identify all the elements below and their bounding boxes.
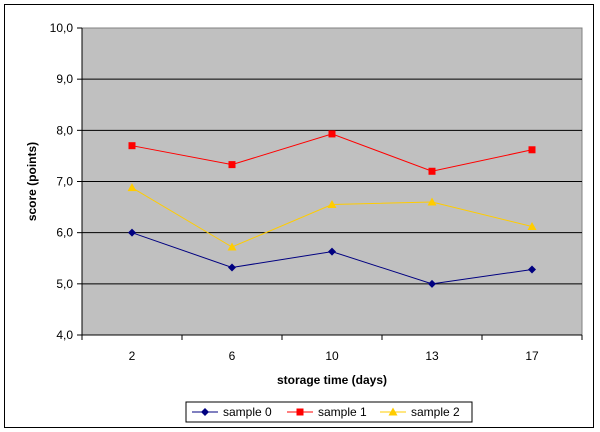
series-sample-0 bbox=[128, 228, 536, 288]
legend: sample 0 sample 1 sample 2 bbox=[185, 401, 473, 423]
gridlines bbox=[82, 78, 582, 285]
legend-item: sample 0 bbox=[192, 405, 272, 419]
data-point bbox=[388, 407, 398, 416]
x-tick-label: 6 bbox=[229, 349, 236, 363]
data-point bbox=[527, 222, 537, 231]
x-tick-label: 17 bbox=[525, 349, 539, 363]
y-axis: 4,0 5,0 6,0 7,0 8,0 9,0 10,0 bbox=[50, 21, 83, 342]
data-point bbox=[296, 408, 304, 416]
data-point bbox=[227, 242, 237, 251]
y-tick-label: 9,0 bbox=[56, 72, 73, 86]
legend-item: sample 2 bbox=[380, 405, 460, 419]
y-tick-label: 10,0 bbox=[50, 21, 74, 35]
y-axis-title: score (points) bbox=[25, 142, 39, 221]
y-tick-label: 7,0 bbox=[56, 175, 73, 189]
data-point bbox=[328, 247, 336, 256]
legend-label: sample 2 bbox=[411, 405, 460, 419]
x-tick-label: 2 bbox=[129, 349, 136, 363]
data-point bbox=[228, 161, 236, 169]
series-sample-2 bbox=[127, 183, 537, 251]
data-point bbox=[128, 228, 136, 237]
data-point bbox=[327, 200, 337, 209]
data-point bbox=[528, 146, 536, 154]
data-point bbox=[127, 183, 137, 192]
x-axis: 2 6 10 13 17 bbox=[81, 334, 583, 363]
series-sample-1 bbox=[128, 130, 536, 175]
legend-item: sample 1 bbox=[287, 405, 367, 419]
data-point bbox=[528, 265, 536, 274]
legend-box bbox=[185, 401, 473, 423]
legend-label: sample 1 bbox=[318, 405, 367, 419]
series-layer bbox=[127, 130, 537, 288]
data-point bbox=[428, 279, 436, 288]
data-point bbox=[228, 263, 236, 272]
data-point bbox=[428, 167, 436, 175]
data-point bbox=[427, 197, 437, 206]
data-point bbox=[128, 142, 136, 150]
data-point bbox=[328, 130, 336, 138]
data-point bbox=[201, 408, 209, 416]
y-tick-label: 4,0 bbox=[56, 328, 73, 342]
y-tick-label: 8,0 bbox=[56, 123, 73, 137]
y-tick-label: 6,0 bbox=[56, 226, 73, 240]
y-tick-label: 5,0 bbox=[56, 277, 73, 291]
x-tick-label: 10 bbox=[325, 349, 339, 363]
x-tick-label: 13 bbox=[425, 349, 439, 363]
legend-label: sample 0 bbox=[223, 405, 272, 419]
x-axis-title: storage time (days) bbox=[277, 373, 387, 387]
